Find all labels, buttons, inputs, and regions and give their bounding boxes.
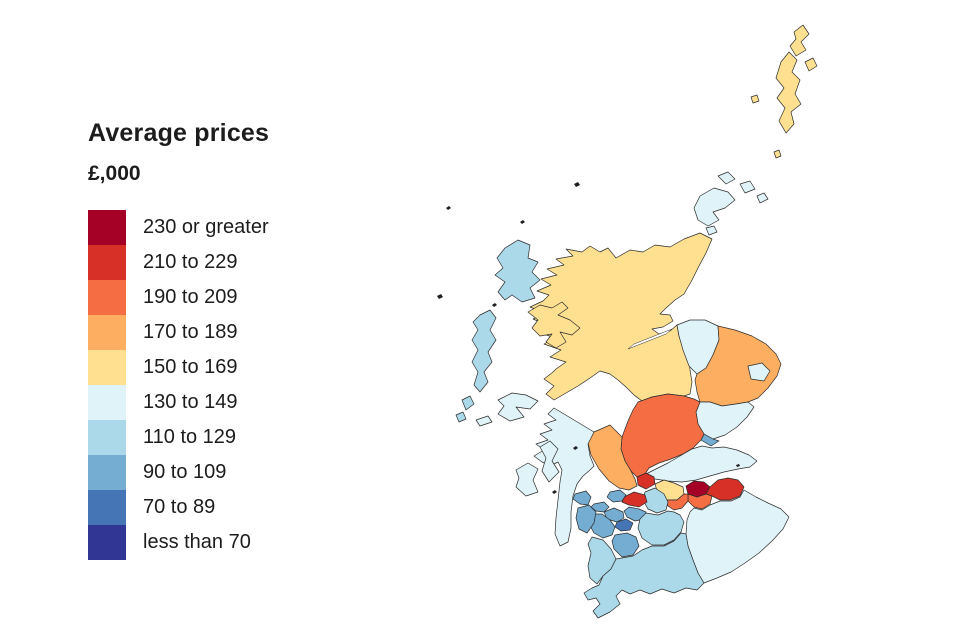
islet-speck	[552, 490, 557, 494]
region-mull	[497, 392, 539, 422]
legend-band-label: 90 to 109	[143, 461, 227, 483]
islet-speck	[437, 294, 443, 299]
region-east-ayrshire	[611, 532, 640, 558]
region-eilean-siar-uists	[471, 309, 497, 393]
legend-band-label: less than 70	[143, 531, 251, 553]
legend-row: 70 to 89	[88, 490, 388, 525]
legend-color-swatch	[88, 210, 126, 245]
legend-units: £,000	[88, 162, 141, 185]
region-jura	[539, 440, 560, 483]
region-orkney	[705, 225, 718, 236]
islet-speck	[520, 220, 525, 224]
region-midlothian	[687, 493, 713, 510]
loch-ness-water	[627, 328, 673, 350]
legend-items: 230 or greater 210 to 229 190 to 209 170…	[88, 210, 388, 560]
legend-color-swatch	[88, 350, 126, 385]
legend-row: 150 to 169	[88, 350, 388, 385]
region-orkney	[739, 180, 756, 194]
region-south-ayrshire	[587, 536, 617, 585]
legend-color-swatch	[88, 490, 126, 525]
islet-speck	[574, 182, 580, 187]
region-bute	[572, 490, 592, 506]
region-eilean-siar-lewis	[494, 239, 541, 303]
legend-color-swatch	[88, 245, 126, 280]
region-shetland	[804, 57, 818, 72]
region-shetland	[775, 51, 802, 134]
legend-color-swatch	[88, 385, 126, 420]
legend-band-label: 130 to 149	[143, 391, 238, 413]
legend-band-label: 110 to 129	[143, 426, 237, 448]
legend-row: 170 to 189	[88, 315, 388, 350]
legend: Average prices £,000 230 or greater 210 …	[88, 118, 388, 560]
legend-row: 110 to 129	[88, 420, 388, 455]
region-islay	[515, 462, 539, 497]
region-arran	[575, 504, 597, 534]
region-east-dunbartonshire	[621, 491, 648, 508]
region-highland	[529, 232, 713, 402]
legend-band-label: 70 to 89	[143, 496, 216, 518]
legend-color-swatch	[88, 315, 126, 350]
legend-band-label: 190 to 209	[143, 286, 238, 308]
region-skye	[527, 301, 581, 349]
legend-row: 90 to 109	[88, 455, 388, 490]
region-angus	[695, 401, 755, 440]
region-west-dunbartonshire	[606, 489, 627, 503]
region-aberdeen-city	[747, 362, 771, 382]
legend-color-swatch	[88, 420, 126, 455]
islet-speck	[736, 464, 740, 467]
region-orkney	[717, 171, 736, 185]
legend-band-label: 230 or greater	[143, 216, 269, 238]
legend-row: less than 70	[88, 525, 388, 560]
islet-speck	[492, 303, 497, 307]
legend-row: 130 to 149	[88, 385, 388, 420]
legend-band-label: 150 to 169	[143, 356, 238, 378]
legend-title: Average prices	[88, 119, 270, 147]
legend-row: 230 or greater	[88, 210, 388, 245]
region-shetland	[750, 94, 760, 104]
region-tiree	[475, 415, 493, 427]
region-eilean-siar-barra	[455, 411, 467, 423]
legend-color-swatch	[88, 455, 126, 490]
region-stirling	[587, 424, 638, 491]
region-orkney	[693, 187, 736, 227]
legend-row: 190 to 209	[88, 280, 388, 315]
region-shetland	[773, 149, 782, 159]
region-eilean-siar-barra	[461, 395, 475, 411]
region-dumfries-galloway	[583, 532, 705, 619]
region-shetland	[789, 24, 810, 57]
region-orkney	[756, 192, 769, 204]
region-west-lothian	[665, 493, 689, 511]
legend-color-swatch	[88, 280, 126, 315]
legend-color-swatch	[88, 525, 126, 560]
region-fife	[645, 445, 758, 483]
legend-band-label: 210 to 229	[143, 251, 238, 273]
islet-speck	[446, 206, 451, 210]
legend-row: 210 to 229	[88, 245, 388, 280]
islet-speck	[573, 446, 578, 450]
legend-band-label: 170 to 189	[143, 321, 238, 343]
region-south-lanarkshire	[637, 510, 685, 546]
